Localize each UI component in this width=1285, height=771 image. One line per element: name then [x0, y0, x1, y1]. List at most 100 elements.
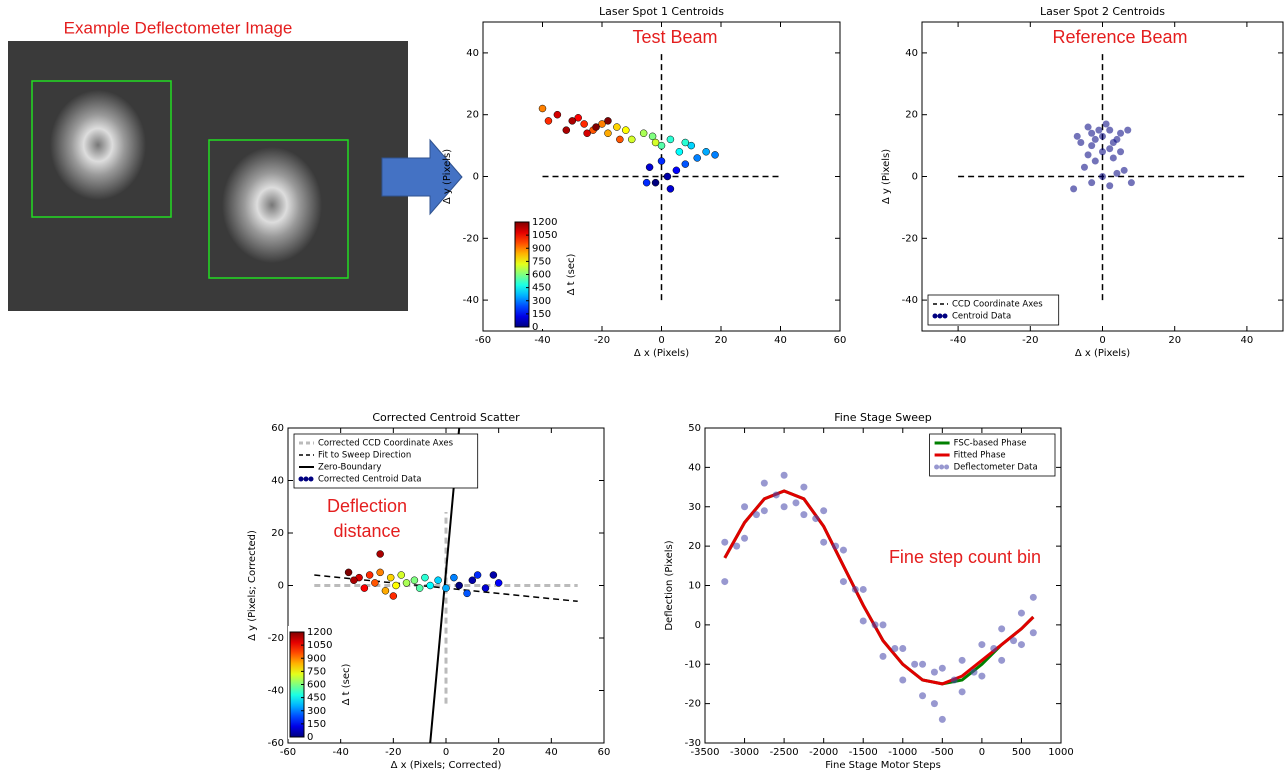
- y-tick-label: -40: [268, 686, 284, 697]
- data-point: [463, 589, 471, 598]
- data-point: [998, 625, 1006, 633]
- data-point: [426, 581, 434, 590]
- y-tick-label: 20: [905, 110, 918, 121]
- plot-content: [721, 471, 1037, 723]
- data-point: [553, 110, 562, 119]
- data-point: [1080, 163, 1088, 171]
- colorbar-tick-label: 1050: [307, 640, 332, 651]
- data-point: [663, 172, 672, 181]
- data-point: [693, 154, 701, 162]
- y-axis-label: Δ y (Pixels; Corrected): [247, 530, 258, 641]
- data-point: [970, 668, 978, 676]
- y-tick-label: -30: [685, 738, 701, 749]
- y-tick-label: 40: [466, 48, 479, 59]
- data-point: [930, 700, 938, 708]
- data-point: [919, 660, 927, 668]
- y-tick-label: 60: [271, 423, 284, 434]
- data-point: [376, 568, 384, 577]
- chart: -60 -40 -20 0 20 40 60 -40 -20 0 20 40 Laser Spot 1 …: [442, 5, 846, 359]
- x-tick-label: -2000: [809, 747, 838, 758]
- data-point: [741, 503, 749, 511]
- data-point: [1029, 629, 1037, 637]
- data-point: [645, 163, 654, 171]
- chart: -3500 -3000 -2500 -2000 -1500 -1000 -500 0 500 10…: [664, 411, 1074, 771]
- x-tick-label: 20: [1168, 335, 1181, 346]
- data-point: [1099, 132, 1106, 140]
- data-point: [780, 471, 788, 479]
- data-point: [978, 641, 986, 649]
- data-point: [642, 178, 651, 187]
- y-tick-label: 20: [271, 528, 284, 539]
- data-point: [1029, 593, 1037, 601]
- data-point: [604, 117, 612, 125]
- legend-box: [927, 294, 1060, 326]
- data-point: [455, 581, 463, 590]
- data-point: [538, 104, 547, 113]
- legend-swatch: [944, 464, 950, 470]
- legend-box: [929, 433, 1056, 477]
- data-point: [1120, 166, 1128, 174]
- data-point: [648, 132, 657, 141]
- colorbar-tick-label: 750: [307, 666, 326, 677]
- data-point: [800, 511, 808, 519]
- data-point: [958, 656, 966, 664]
- data-point: [681, 160, 690, 168]
- x-tick-label: -20: [385, 747, 401, 758]
- y-tick-label: 10: [688, 581, 701, 592]
- data-point: [389, 592, 398, 600]
- x-tick-label: -60: [280, 747, 296, 758]
- data-point: [1077, 139, 1085, 147]
- chart-title: Fine Stage Sweep: [834, 411, 932, 424]
- x-tick-label: -1500: [849, 747, 878, 758]
- data-point: [562, 126, 571, 134]
- data-point: [721, 538, 729, 546]
- data-point: [1070, 185, 1078, 193]
- colorbar-tick-label: 150: [532, 309, 551, 320]
- image-caption: Example Deflectometer Image: [64, 18, 293, 37]
- x-tick-label: -40: [332, 747, 348, 758]
- data-point: [592, 123, 600, 131]
- data-point: [657, 157, 666, 165]
- data-point: [598, 120, 606, 128]
- legend-label: Deflectometer Data: [954, 463, 1038, 473]
- data-point: [950, 676, 958, 684]
- data-point: [1106, 182, 1114, 190]
- data-point: [666, 185, 675, 193]
- data-point: [711, 151, 719, 159]
- data-point: [616, 135, 624, 144]
- data-point: [651, 178, 660, 187]
- y-tick-label: 0: [278, 581, 284, 592]
- data-point: [760, 479, 768, 487]
- colorbar-tick-label: 450: [532, 283, 551, 294]
- data-point: [468, 576, 477, 584]
- legend-label: CCD Coordinate Axes: [952, 300, 1043, 310]
- data-point: [1117, 148, 1125, 156]
- data-point: [871, 621, 879, 629]
- legend-swatch: [937, 313, 943, 319]
- data-point: [772, 491, 780, 499]
- legend-label: Zero-Boundary: [318, 463, 381, 473]
- data-point: [812, 515, 820, 523]
- x-tick-label: -500: [931, 747, 954, 758]
- data-point: [613, 123, 621, 131]
- data-point: [481, 584, 490, 592]
- data-point: [1099, 173, 1106, 180]
- x-axis-label: Fine Stage Motor Steps: [825, 760, 941, 771]
- y-tick-label: 30: [688, 502, 701, 513]
- data-point: [639, 129, 648, 137]
- y-tick-label: 50: [688, 423, 701, 434]
- series-line: [542, 52, 781, 301]
- data-point: [1117, 129, 1125, 137]
- legend-label: Corrected Centroid Data: [318, 475, 422, 485]
- data-point: [859, 617, 867, 625]
- data-point: [376, 550, 384, 558]
- data-point: [1017, 641, 1025, 649]
- legend-label: Fit to Sweep Direction: [318, 451, 411, 461]
- data-point: [473, 571, 482, 579]
- colorbar-tick-label: 150: [307, 719, 326, 730]
- colorbar-tick-label: 1050: [532, 230, 557, 241]
- y-tick-label: -10: [685, 659, 701, 670]
- data-point: [574, 114, 582, 122]
- legend-swatch: [942, 313, 948, 319]
- colorbar-tick-label: 600: [307, 680, 326, 691]
